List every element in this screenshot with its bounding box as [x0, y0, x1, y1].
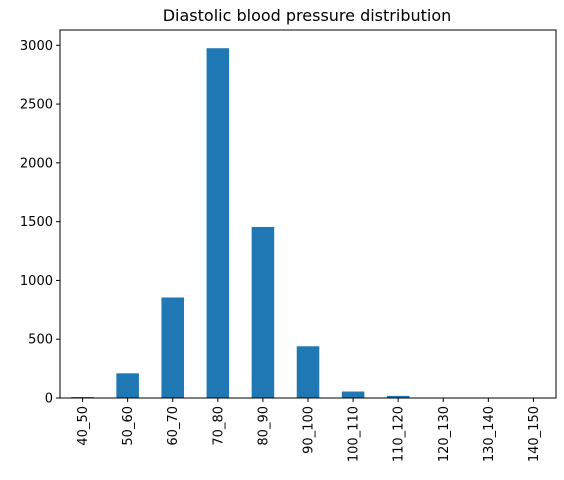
y-tick-label-2000: 2000: [20, 156, 53, 171]
x-tick-label-100_110: 100_110: [347, 406, 362, 462]
axes-frame: [59, 29, 557, 399]
bar-100_110: [341, 391, 365, 398]
x-tick-label-140_150: 140_150: [527, 406, 542, 462]
x-tick-label-60_70: 60_70: [166, 406, 181, 446]
plot-area: 0 500 1000 1500 2000 2500 3000 40_50 50_60 60_70 7…: [20, 29, 557, 462]
x-tick-label-90_100: 90_100: [302, 406, 317, 454]
bar-70_80: [206, 48, 230, 398]
chart-title: Diastolic blood pressure distribution: [163, 6, 452, 25]
x-tick-label-80_90: 80_90: [256, 406, 271, 446]
y-tick-label-3000: 3000: [20, 39, 53, 54]
x-tick-label-50_60: 50_60: [121, 406, 136, 446]
x-tick-label-130_140: 130_140: [482, 406, 497, 462]
x-tick-label-40_50: 40_50: [76, 406, 91, 446]
y-tick-label-1500: 1500: [20, 215, 53, 230]
y-tick-label-2500: 2500: [20, 98, 53, 113]
bar-80_90: [251, 226, 275, 398]
bar-110_120: [386, 395, 410, 398]
y-tick-label-0: 0: [45, 392, 53, 407]
bar-50_60: [116, 373, 139, 398]
y-tick-label-500: 500: [28, 333, 53, 348]
bar-60_70: [161, 297, 184, 398]
y-tick-label-1000: 1000: [20, 274, 53, 289]
x-tick-label-70_80: 70_80: [211, 406, 226, 446]
x-tick-label-120_130: 120_130: [437, 406, 452, 462]
bar-90_100: [296, 346, 320, 398]
x-tick-label-110_120: 110_120: [392, 406, 407, 462]
